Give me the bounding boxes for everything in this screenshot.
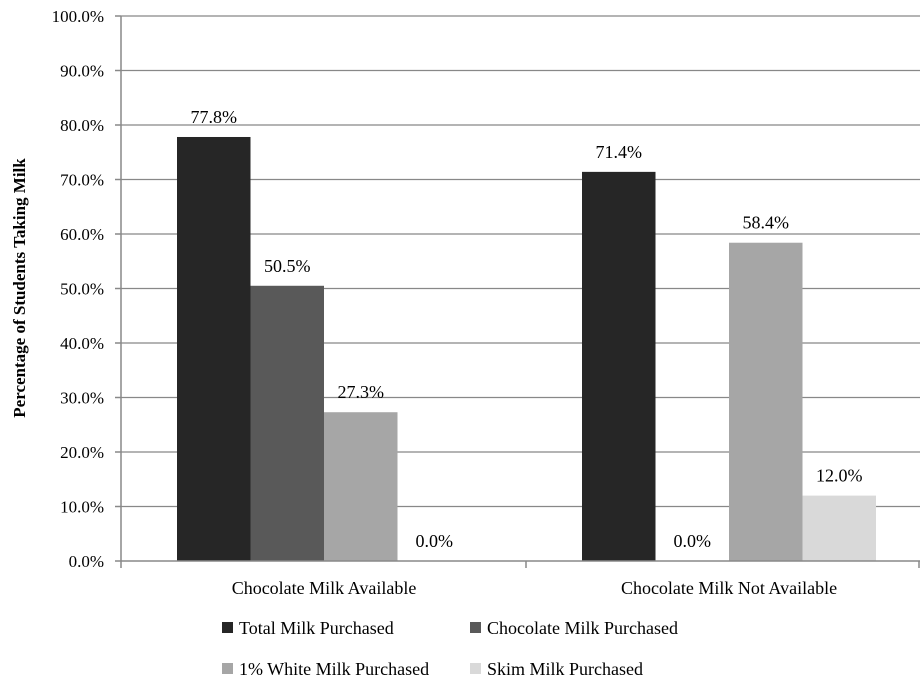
bar (177, 136, 251, 562)
data-label: 0.0% (416, 531, 454, 551)
y-axis-title: Percentage of Students Taking Milk (10, 158, 29, 418)
x-axis-categories: Chocolate Milk Available Chocolate Milk N… (232, 578, 837, 598)
data-label: 50.5% (264, 256, 311, 276)
bar (802, 495, 876, 561)
x-category-label: Chocolate Milk Not Available (621, 578, 837, 598)
axes (120, 16, 920, 568)
y-tick-label: 20.0% (60, 443, 104, 462)
data-labels: 77.8% 50.5% 27.3% 0.0% 71.4% 0.0% 58.4% 12.0% (191, 107, 863, 551)
y-tick-label: 90.0% (60, 62, 104, 81)
data-label: 58.4% (743, 213, 790, 233)
data-label: 0.0% (674, 531, 712, 551)
y-tick-label: 100.0% (52, 7, 104, 26)
bar (324, 412, 398, 561)
legend-swatch (222, 622, 233, 633)
y-tick-label: 30.0% (60, 389, 104, 408)
y-tick-label: 60.0% (60, 225, 104, 244)
y-tick-label: 70.0% (60, 171, 104, 190)
y-tick-label: 0.0% (69, 552, 104, 571)
y-tick-label: 50.0% (60, 280, 104, 299)
bar (250, 285, 324, 561)
legend-label: Total Milk Purchased (239, 618, 394, 638)
data-label: 71.4% (596, 142, 643, 162)
legend-label: 1% White Milk Purchased (239, 659, 429, 679)
y-tick-label: 40.0% (60, 334, 104, 353)
legend-swatch (222, 663, 233, 674)
data-label: 12.0% (816, 466, 863, 486)
legend-swatch (470, 663, 481, 674)
legend-label: Chocolate Milk Purchased (487, 618, 678, 638)
legend-swatch (470, 622, 481, 633)
bar (729, 242, 803, 561)
legend-label: Skim Milk Purchased (487, 659, 643, 679)
y-tick-label: 80.0% (60, 116, 104, 135)
bars (177, 136, 876, 562)
bar (582, 171, 656, 561)
x-category-label: Chocolate Milk Available (232, 578, 417, 598)
legend: Total Milk Purchased Chocolate Milk Purch… (222, 618, 678, 679)
y-axis-ticks: 0.0% 10.0% 20.0% 30.0% 40.0% 50.0% 60.0% 70.0% 8… (52, 7, 121, 571)
y-tick-label: 10.0% (60, 498, 104, 517)
data-label: 77.8% (191, 107, 238, 127)
data-label: 27.3% (338, 382, 385, 402)
